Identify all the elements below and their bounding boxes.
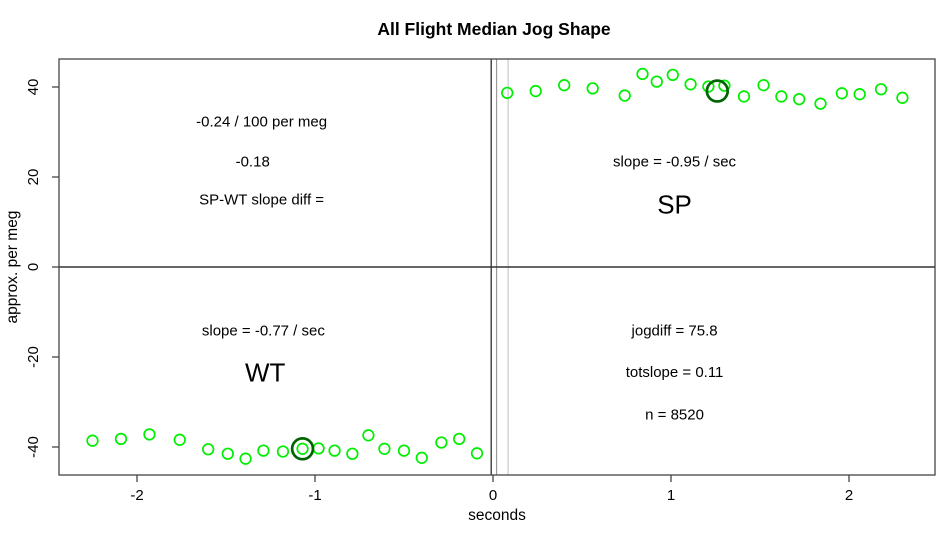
y-tick-label: 40 bbox=[25, 79, 42, 96]
data-point-sp bbox=[793, 92, 806, 106]
data-point-sp bbox=[684, 78, 697, 91]
data-point-sp bbox=[618, 89, 631, 102]
annotation-sp-slope: slope = -0.95 / sec bbox=[613, 154, 736, 171]
y-tick-label: -40 bbox=[25, 436, 42, 458]
data-point-wt bbox=[378, 442, 391, 455]
annotation-wt-group-label: WT bbox=[245, 357, 286, 387]
x-tick-label: -2 bbox=[130, 487, 143, 504]
data-point-wt bbox=[173, 433, 186, 446]
data-point-sp bbox=[737, 90, 751, 103]
y-tick-label: -20 bbox=[25, 346, 42, 368]
y-axis-label: approx. per meg bbox=[4, 211, 21, 324]
data-point-sp bbox=[586, 82, 599, 95]
data-point-sp bbox=[757, 79, 770, 92]
data-point-sp bbox=[853, 88, 866, 101]
x-tick-label: 1 bbox=[667, 487, 675, 504]
data-point-wt bbox=[362, 429, 375, 442]
data-point-wt bbox=[276, 445, 290, 458]
data-point-sp bbox=[529, 84, 542, 98]
data-point-wt bbox=[435, 436, 448, 449]
data-point-wt bbox=[453, 432, 466, 446]
annotation-slope-diff-per-meg: -0.24 / 100 per meg bbox=[196, 114, 327, 131]
highlight-ring-sp-median-point bbox=[705, 79, 730, 103]
data-point-sp bbox=[501, 86, 514, 99]
data-point-wt bbox=[470, 447, 484, 460]
chart-title: All Flight Median Jog Shape bbox=[377, 19, 611, 39]
data-point-sp bbox=[718, 79, 731, 92]
annotation-totslope-value: totslope = 0.11 bbox=[626, 364, 724, 381]
data-point-wt bbox=[346, 447, 359, 460]
data-point-sp bbox=[558, 79, 571, 92]
annotation-jogdiff-value: jogdiff = 75.8 bbox=[631, 322, 718, 339]
data-point-sp bbox=[775, 90, 788, 103]
data-point-sp bbox=[874, 83, 888, 96]
data-point-wt bbox=[239, 452, 252, 465]
data-point-sp bbox=[896, 91, 909, 104]
highlight-ring-wt-median-point bbox=[290, 437, 315, 461]
annotation-n-count: n = 8520 bbox=[645, 407, 704, 424]
annotation-slope-diff-value: -0.18 bbox=[236, 154, 270, 171]
data-point-wt bbox=[202, 443, 215, 456]
y-tick-label: 20 bbox=[25, 169, 42, 186]
data-point-wt bbox=[114, 432, 128, 446]
data-point-sp bbox=[650, 75, 663, 88]
y-tick-label: 0 bbox=[25, 263, 42, 271]
data-point-sp bbox=[702, 80, 715, 93]
x-tick-label: -1 bbox=[308, 487, 321, 504]
data-point-sp bbox=[636, 67, 649, 81]
data-point-wt bbox=[415, 451, 428, 464]
data-point-wt bbox=[296, 442, 309, 455]
x-tick-label: 2 bbox=[845, 487, 853, 504]
x-axis-label: seconds bbox=[468, 507, 526, 524]
data-point-wt bbox=[86, 434, 99, 447]
data-point-wt bbox=[143, 428, 156, 441]
x-tick-label: 0 bbox=[489, 487, 497, 504]
data-point-wt bbox=[328, 444, 341, 457]
data-point-sp bbox=[835, 87, 849, 100]
data-point-wt bbox=[397, 444, 411, 457]
data-point-wt bbox=[221, 447, 234, 460]
plot-area: -2 -1 0 1 2 -40 -20 0 20 40 -0.24 / 100 per meg -0.… bbox=[25, 58, 936, 504]
annotation-wt-slope: slope = -0.77 / sec bbox=[202, 322, 325, 339]
data-point-sp bbox=[666, 68, 679, 81]
data-point-wt bbox=[257, 444, 270, 457]
data-point-wt bbox=[312, 442, 325, 455]
data-point-sp bbox=[814, 97, 827, 110]
annotation-slope-diff-label: SP-WT slope diff = bbox=[199, 191, 324, 208]
annotation-sp-group-label: SP bbox=[657, 189, 692, 219]
